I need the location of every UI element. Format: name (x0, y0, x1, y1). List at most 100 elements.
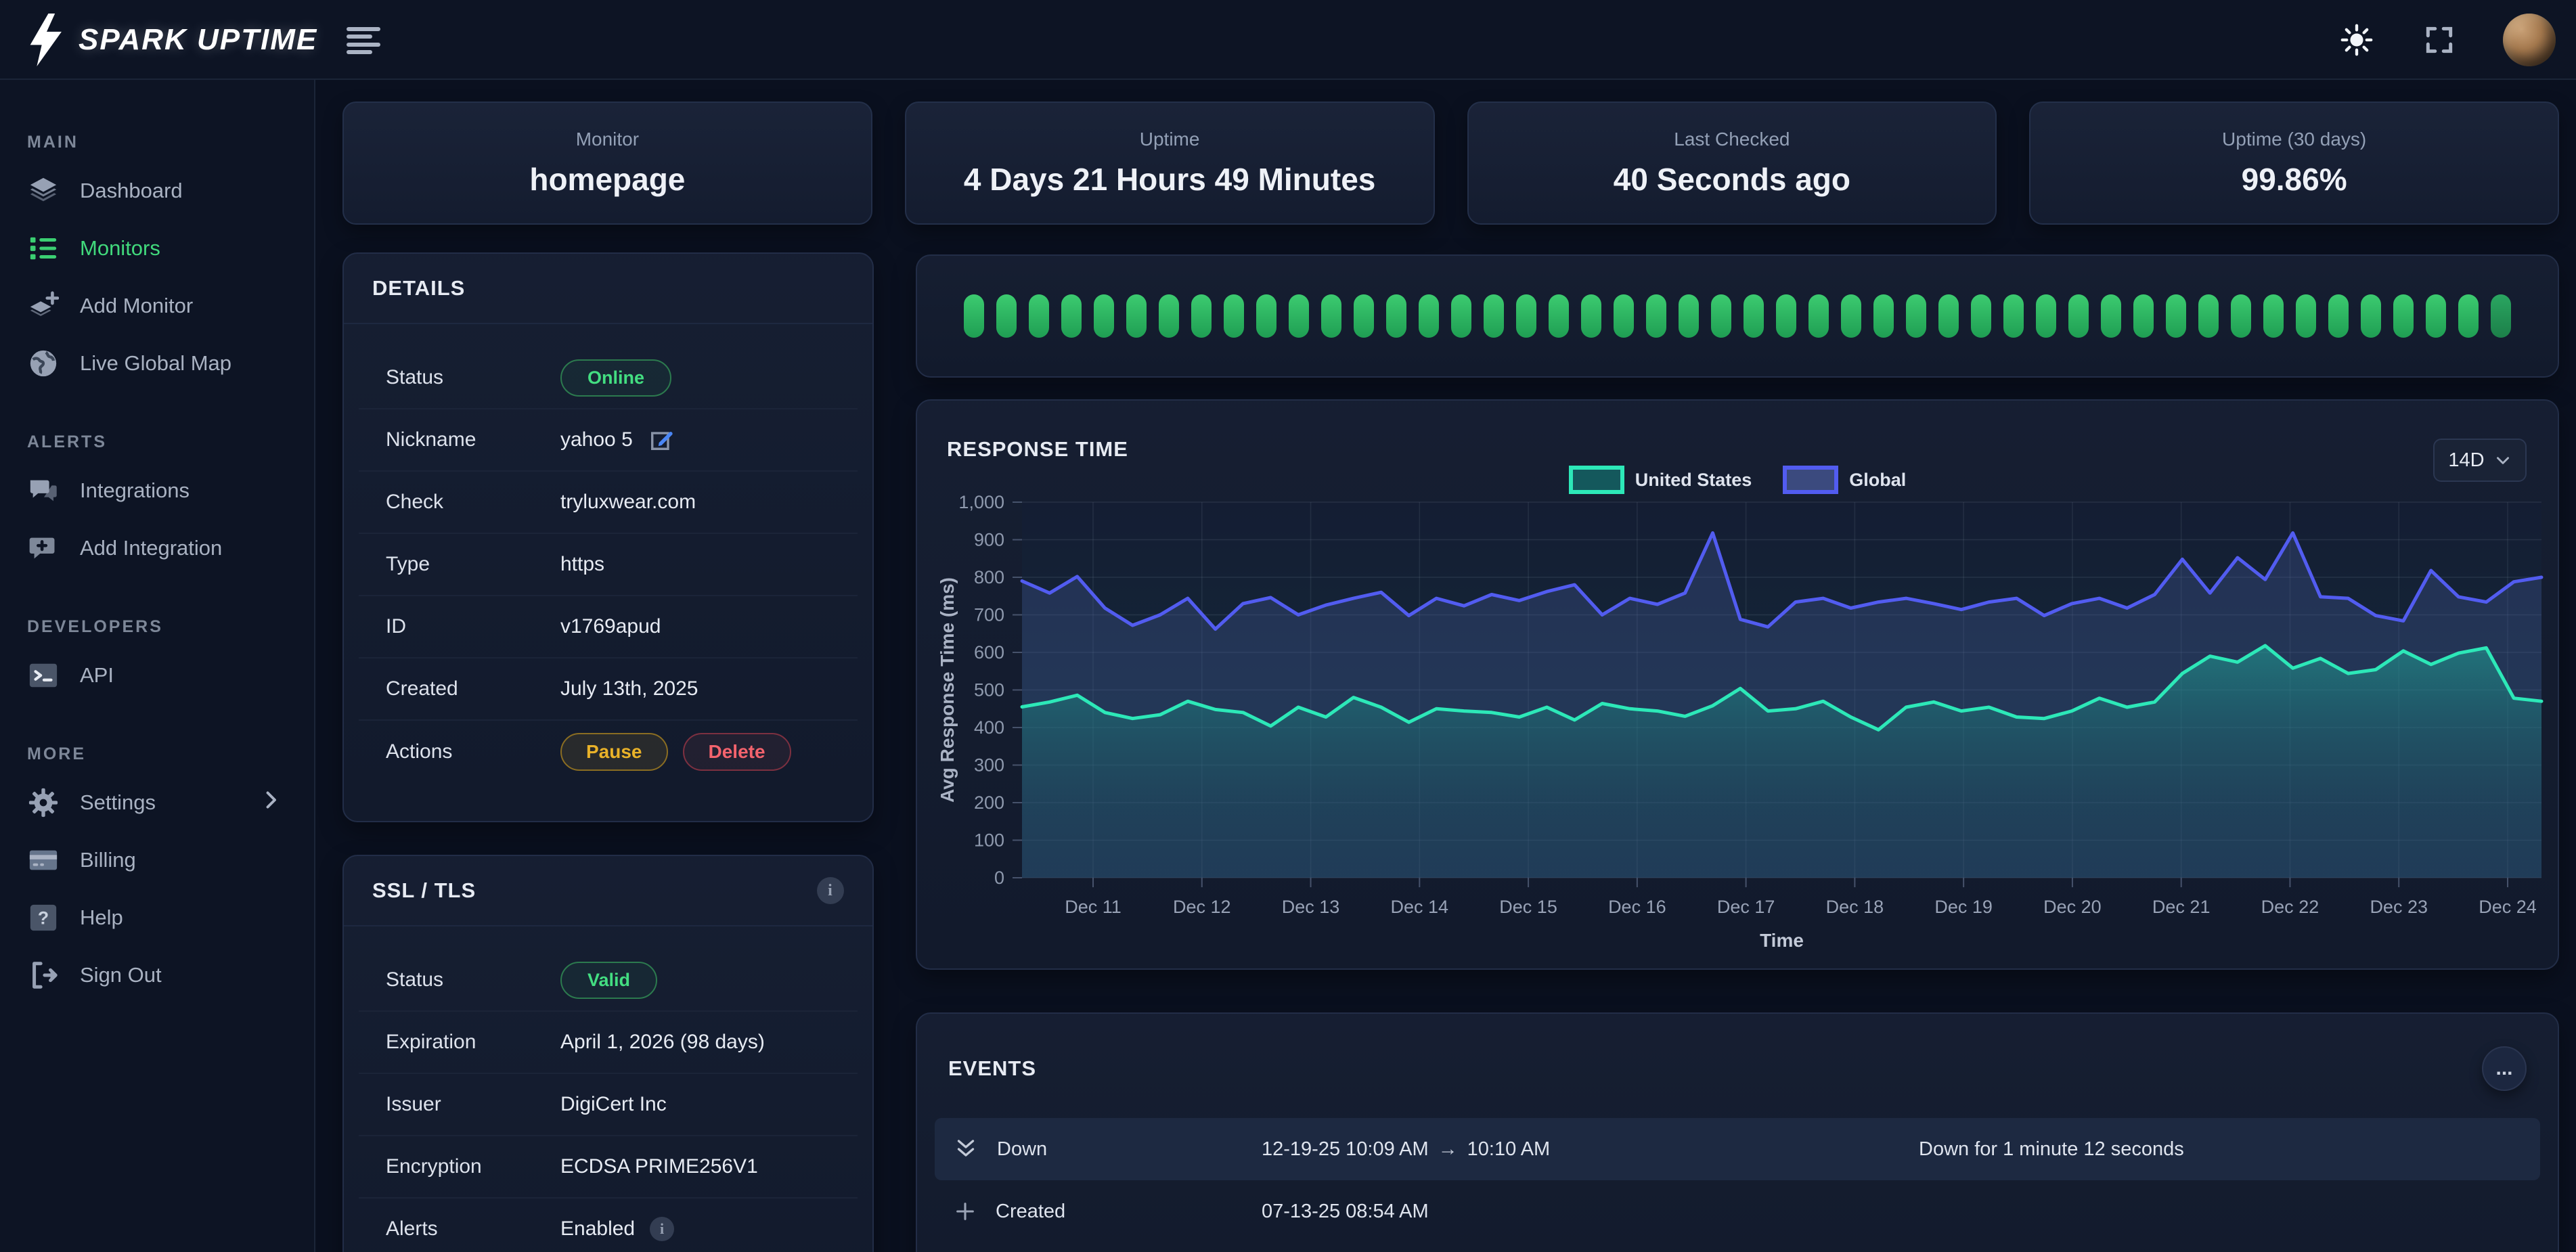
uptime-bar-segment[interactable] (1159, 294, 1179, 338)
uptime-bar-segment[interactable] (2198, 294, 2219, 338)
sidebar-item-add-monitor[interactable]: Add Monitor (27, 277, 314, 334)
event-row-down[interactable]: Down 12-19-25 10:09 AM → 10:10 AM Down f… (935, 1118, 2540, 1180)
sidebar-item-dashboard[interactable]: Dashboard (27, 162, 314, 219)
sidebar-item-integrations[interactable]: Integrations (27, 462, 314, 519)
uptime-bar-segment[interactable] (1256, 294, 1276, 338)
uptime-bar-segment[interactable] (1776, 294, 1796, 338)
brand-logo[interactable]: SPARK UPTIME (26, 14, 317, 66)
sidebar-item-add-integration[interactable]: Add Integration (27, 519, 314, 577)
uptime-bar-segment[interactable] (1711, 294, 1731, 338)
svg-text:0: 0 (994, 868, 1004, 888)
uptime-bar-segment[interactable] (1873, 294, 1894, 338)
uptime-bar-segment[interactable] (1841, 294, 1861, 338)
svg-text:Dec 24: Dec 24 (2479, 897, 2537, 917)
details-row-check: Check tryluxwear.com (359, 472, 858, 534)
uptime-bar-segment[interactable] (2426, 294, 2446, 338)
pause-button[interactable]: Pause (560, 733, 668, 771)
uptime-bar-segment[interactable] (1614, 294, 1634, 338)
stat-label: Uptime (1139, 129, 1200, 150)
sidebar-item-monitors[interactable]: Monitors (27, 219, 314, 277)
fullscreen-icon[interactable] (2420, 21, 2458, 59)
ssl-status-badge: Valid (560, 961, 658, 999)
uptime-bar-segment[interactable] (1906, 294, 1926, 338)
uptime-bar-segment[interactable] (2166, 294, 2186, 338)
sidebar-item-billing[interactable]: Billing (27, 831, 314, 889)
uptime-bar-segment[interactable] (1029, 294, 1049, 338)
uptime-bar-segment[interactable] (1679, 294, 1699, 338)
uptime-bar-segment[interactable] (1321, 294, 1341, 338)
sidebar-item-sign-out[interactable]: Sign Out (27, 946, 314, 1004)
sidebar-item-help[interactable]: ? Help (27, 889, 314, 946)
sidebar-section-alerts: ALERTS (27, 432, 107, 451)
edit-pencil-icon[interactable] (648, 426, 675, 453)
events-title: EVENTS (948, 1056, 1037, 1080)
sidebar-item-label: Sign Out (80, 962, 162, 987)
ssl-row-status: Status Valid (359, 949, 858, 1012)
uptime-bar-segment[interactable] (1191, 294, 1212, 338)
legend-item-united-states[interactable]: United States (1568, 466, 1752, 494)
avatar[interactable] (2503, 14, 2556, 66)
menu-icon[interactable] (347, 27, 382, 54)
uptime-bar-segment[interactable] (1938, 294, 1959, 338)
uptime-bar-segment[interactable] (964, 294, 984, 338)
theme-toggle-sun-icon[interactable] (2338, 21, 2376, 59)
sidebar-item-settings[interactable]: Settings (27, 774, 314, 831)
svg-text:Dec 12: Dec 12 (1173, 897, 1231, 917)
chart-title: RESPONSE TIME (947, 437, 1128, 461)
info-icon[interactable]: i (650, 1217, 675, 1241)
uptime-bar-segment[interactable] (1516, 294, 1536, 338)
sidebar-item-api[interactable]: API (27, 646, 314, 704)
uptime-bar-segment[interactable] (1484, 294, 1504, 338)
uptime-bar-segment[interactable] (1354, 294, 1374, 338)
stat-cards-row: Monitor homepage Uptime 4 Days 21 Hours … (342, 102, 2559, 225)
svg-text:800: 800 (974, 567, 1004, 587)
uptime-bar-segment[interactable] (1224, 294, 1244, 338)
event-row-created[interactable]: Created 07-13-25 08:54 AM (935, 1180, 2540, 1243)
uptime-bar-segment[interactable] (2231, 294, 2251, 338)
uptime-bar-segment[interactable] (1549, 294, 1569, 338)
uptime-bar-segment[interactable] (2101, 294, 2121, 338)
delete-button[interactable]: Delete (682, 733, 791, 771)
svg-text:Dec 21: Dec 21 (2152, 897, 2211, 917)
range-dropdown[interactable]: 14D (2433, 439, 2527, 482)
event-type: Created (996, 1200, 1066, 1222)
uptime-bar-segment[interactable] (1419, 294, 1439, 338)
row-label: Check (386, 491, 444, 513)
uptime-bar-segment[interactable] (2328, 294, 2349, 338)
sidebar-item-label: Integrations (80, 478, 190, 502)
svg-text:Time: Time (1760, 930, 1804, 951)
uptime-bar-segment[interactable] (1808, 294, 1829, 338)
uptime-bar-segment[interactable] (1061, 294, 1082, 338)
uptime-bar-segment[interactable] (1646, 294, 1666, 338)
svg-text:Dec 16: Dec 16 (1608, 897, 1666, 917)
svg-text:Dec 22: Dec 22 (2261, 897, 2319, 917)
uptime-bar-segment[interactable] (1386, 294, 1406, 338)
globe-icon (27, 347, 60, 380)
uptime-bar-segment[interactable] (2263, 294, 2284, 338)
uptime-bar-segment[interactable] (1971, 294, 1991, 338)
uptime-bar-segment[interactable] (2361, 294, 2381, 338)
sidebar-item-live-global-map[interactable]: Live Global Map (27, 334, 314, 392)
svg-text:Dec 11: Dec 11 (1065, 897, 1122, 917)
uptime-bar-segment[interactable] (1451, 294, 1471, 338)
uptime-bar-segment[interactable] (2393, 294, 2414, 338)
uptime-bar-segment[interactable] (2068, 294, 2089, 338)
uptime-bar-segment[interactable] (1126, 294, 1147, 338)
uptime-bar-segment[interactable] (2036, 294, 2056, 338)
uptime-bar-segment[interactable] (1289, 294, 1309, 338)
events-menu-button[interactable]: ... (2482, 1046, 2527, 1091)
response-time-chart[interactable]: 0 100 200 300 400 500 600 700 800 900 1,000 Dec 11 D… (917, 401, 2560, 975)
uptime-bar-segment[interactable] (2133, 294, 2154, 338)
row-label: Actions (386, 740, 453, 763)
uptime-bar-segment[interactable] (2296, 294, 2316, 338)
uptime-bar-segment[interactable] (2491, 294, 2511, 338)
uptime-bar-segment[interactable] (2003, 294, 2024, 338)
uptime-bar-segment[interactable] (1094, 294, 1114, 338)
row-label: Created (386, 677, 458, 700)
legend-item-global[interactable]: Global (1783, 466, 1906, 494)
info-icon[interactable]: i (817, 877, 844, 904)
uptime-bar-segment[interactable] (2458, 294, 2479, 338)
uptime-bar-segment[interactable] (996, 294, 1017, 338)
uptime-bar-segment[interactable] (1581, 294, 1601, 338)
uptime-bar-segment[interactable] (1744, 294, 1764, 338)
